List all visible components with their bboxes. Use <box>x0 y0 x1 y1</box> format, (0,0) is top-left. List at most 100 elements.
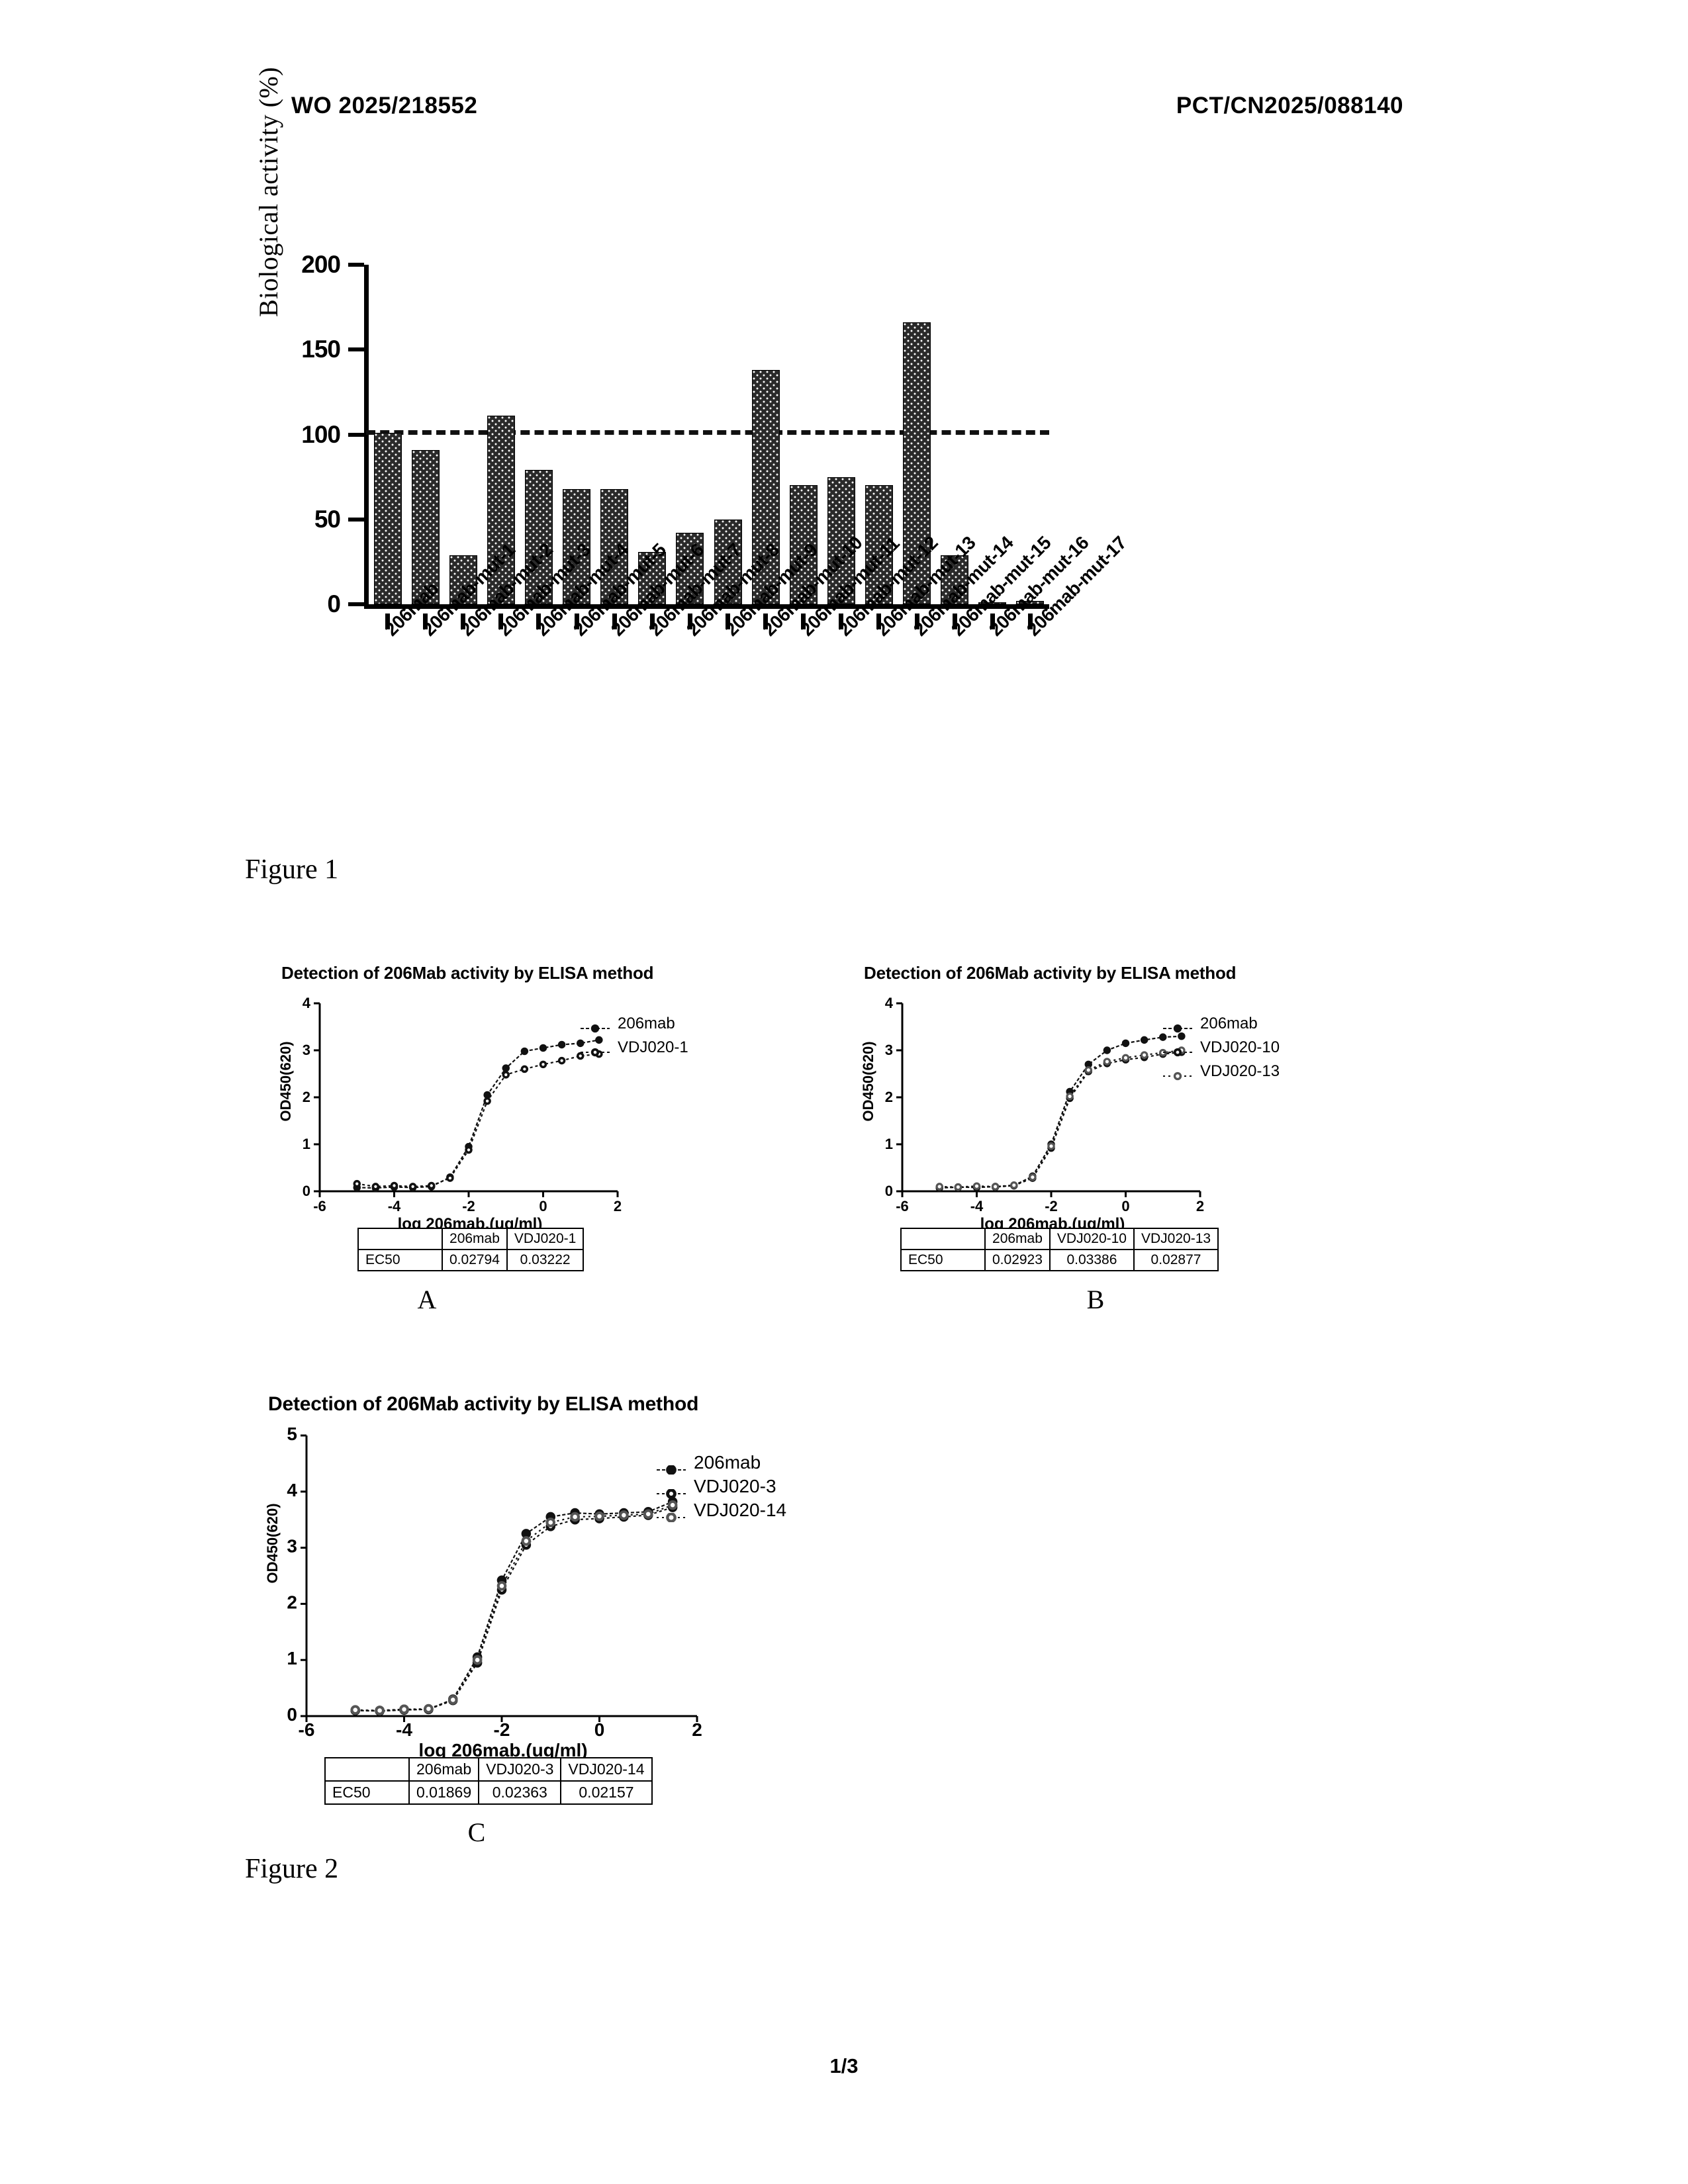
svg-text:-2: -2 <box>1045 1198 1058 1214</box>
bar-y-tick-label: 200 <box>301 251 340 279</box>
panel-a-plot: 01234-6-4-202 <box>281 995 784 1214</box>
svg-text:-4: -4 <box>970 1198 984 1214</box>
bar-y-tick-50: 50 <box>348 518 364 522</box>
table-cell: 0.02877 <box>1134 1250 1218 1271</box>
svg-text:-2: -2 <box>462 1198 475 1214</box>
svg-text:-2: -2 <box>494 1719 510 1739</box>
table-column-header: VDJ020-10 <box>1050 1228 1134 1250</box>
bar <box>374 433 402 604</box>
panel-a-letter: A <box>400 1284 453 1315</box>
legend-label: VDJ020-10 <box>1200 1038 1280 1057</box>
panel-b-y-axis-label: OD450(620) <box>860 1022 877 1141</box>
legend-marker-icon <box>655 1458 687 1467</box>
svg-text:0: 0 <box>594 1719 605 1739</box>
bar-chart-y-axis <box>364 265 369 609</box>
legend-marker-icon <box>579 1019 611 1028</box>
table-row: EC500.018690.023630.02157 <box>325 1781 652 1804</box>
svg-text:-6: -6 <box>896 1198 909 1214</box>
legend-item: VDJ020-13 <box>1162 1060 1280 1083</box>
panel-b-title: Detection of 206Mab activity by ELISA me… <box>864 963 1367 983</box>
panel-a-legend: 206mabVDJ020-1 <box>579 1012 688 1060</box>
panel-a-ec50-table: 206mabVDJ020-1EC500.027940.03222 <box>357 1228 584 1271</box>
elisa-panel-b: Detection of 206Mab activity by ELISA me… <box>864 963 1367 1234</box>
svg-text:5: 5 <box>287 1428 297 1444</box>
svg-text:2: 2 <box>614 1198 622 1214</box>
publication-number: WO 2025/218552 <box>291 93 477 119</box>
table-column-header: 206mab <box>409 1758 479 1781</box>
table-row: EC500.029230.033860.02877 <box>901 1250 1218 1271</box>
legend-marker-icon <box>1162 1019 1194 1028</box>
table-cell: 0.02923 <box>985 1250 1050 1271</box>
table-cell: 0.02794 <box>442 1250 507 1271</box>
bar-y-tick-100: 100 <box>348 433 364 437</box>
svg-text:-6: -6 <box>313 1198 326 1214</box>
table-header-row: 206mabVDJ020-1 <box>358 1228 583 1250</box>
svg-text:3: 3 <box>303 1042 310 1058</box>
legend-marker-icon <box>655 1482 687 1491</box>
bar-y-tick-150: 150 <box>348 347 364 351</box>
table-corner-cell <box>325 1758 409 1781</box>
panel-c-y-axis-label: OD450(620) <box>264 1461 281 1626</box>
legend-marker-icon <box>1162 1067 1194 1076</box>
svg-text:0: 0 <box>885 1183 893 1199</box>
panel-c-letter: C <box>450 1817 503 1848</box>
elisa-panel-a: Detection of 206Mab activity by ELISA me… <box>281 963 784 1234</box>
legend-item: VDJ020-10 <box>1162 1036 1280 1060</box>
table-cell: 0.02363 <box>479 1781 561 1804</box>
table-row-header: EC50 <box>901 1250 985 1271</box>
legend-item: 206mab <box>655 1451 786 1475</box>
elisa-panel-c: Detection of 206Mab activity by ELISA me… <box>268 1393 864 1761</box>
bar-y-tick-label: 150 <box>301 336 340 363</box>
svg-text:4: 4 <box>303 995 311 1011</box>
bar-y-tick-label: 50 <box>314 506 340 533</box>
panel-a-chart: OD450(620) 01234-6-4-202 log 206mab.(ug/… <box>281 995 784 1234</box>
legend-item: 206mab <box>1162 1012 1280 1036</box>
legend-label: 206mab <box>694 1452 761 1473</box>
table-corner-cell <box>358 1228 442 1250</box>
figure-2-caption: Figure 2 <box>245 1853 338 1885</box>
panel-c-title: Detection of 206Mab activity by ELISA me… <box>268 1393 864 1416</box>
table-column-header: 206mab <box>442 1228 507 1250</box>
svg-text:-6: -6 <box>299 1719 315 1739</box>
bar-chart-y-axis-label: Biological activity (%) <box>253 20 284 364</box>
page-number: 1/3 <box>0 2054 1688 2078</box>
table-column-header: VDJ020-1 <box>507 1228 583 1250</box>
application-number: PCT/CN2025/088140 <box>1176 93 1403 119</box>
legend-marker-icon <box>1162 1043 1194 1052</box>
svg-text:0: 0 <box>1121 1198 1129 1214</box>
legend-item: VDJ020-3 <box>655 1475 786 1498</box>
figure-1-caption: Figure 1 <box>245 854 338 886</box>
legend-item: VDJ020-14 <box>655 1498 786 1522</box>
table-row-header: EC50 <box>325 1781 409 1804</box>
table-header-row: 206mabVDJ020-10VDJ020-13 <box>901 1228 1218 1250</box>
legend-label: VDJ020-3 <box>694 1476 776 1497</box>
svg-text:0: 0 <box>539 1198 547 1214</box>
legend-marker-icon <box>579 1043 611 1052</box>
figure-1: Biological activity (%) 050100150200 206… <box>265 258 1092 834</box>
legend-label: 206mab <box>618 1015 675 1033</box>
svg-text:0: 0 <box>287 1704 297 1725</box>
table-column-header: VDJ020-13 <box>1134 1228 1218 1250</box>
table-column-header: 206mab <box>985 1228 1050 1250</box>
svg-text:1: 1 <box>287 1648 297 1668</box>
table-header-row: 206mabVDJ020-3VDJ020-14 <box>325 1758 652 1781</box>
bar-y-tick-label: 0 <box>327 590 340 618</box>
svg-text:3: 3 <box>287 1536 297 1557</box>
panel-b-legend: 206mab VDJ020-10 VDJ020-13 <box>1162 1012 1280 1083</box>
bar-y-tick-0: 0 <box>348 602 364 606</box>
panel-b-ec50-table: 206mabVDJ020-10VDJ020-13EC500.029230.033… <box>900 1228 1219 1271</box>
svg-text:1: 1 <box>885 1136 893 1152</box>
table-row: EC500.027940.03222 <box>358 1250 583 1271</box>
panel-b-plot: 01234-6-4-202 <box>864 995 1367 1214</box>
panel-c-legend: 206mab VDJ020-3VDJ020-14 <box>655 1451 786 1522</box>
legend-item: 206mab <box>579 1012 688 1036</box>
svg-text:2: 2 <box>287 1592 297 1612</box>
bar-y-tick-200: 200 <box>348 263 364 267</box>
bar-y-tick-label: 100 <box>301 421 340 449</box>
table-cell: 0.01869 <box>409 1781 479 1804</box>
svg-text:1: 1 <box>303 1136 310 1152</box>
svg-text:2: 2 <box>303 1089 310 1105</box>
panel-b-letter: B <box>1069 1284 1122 1315</box>
panel-a-y-axis-label: OD450(620) <box>277 1022 295 1141</box>
panel-c-chart: OD450(620) 012345-6-4-202 log 206mab.(ug… <box>268 1428 864 1761</box>
